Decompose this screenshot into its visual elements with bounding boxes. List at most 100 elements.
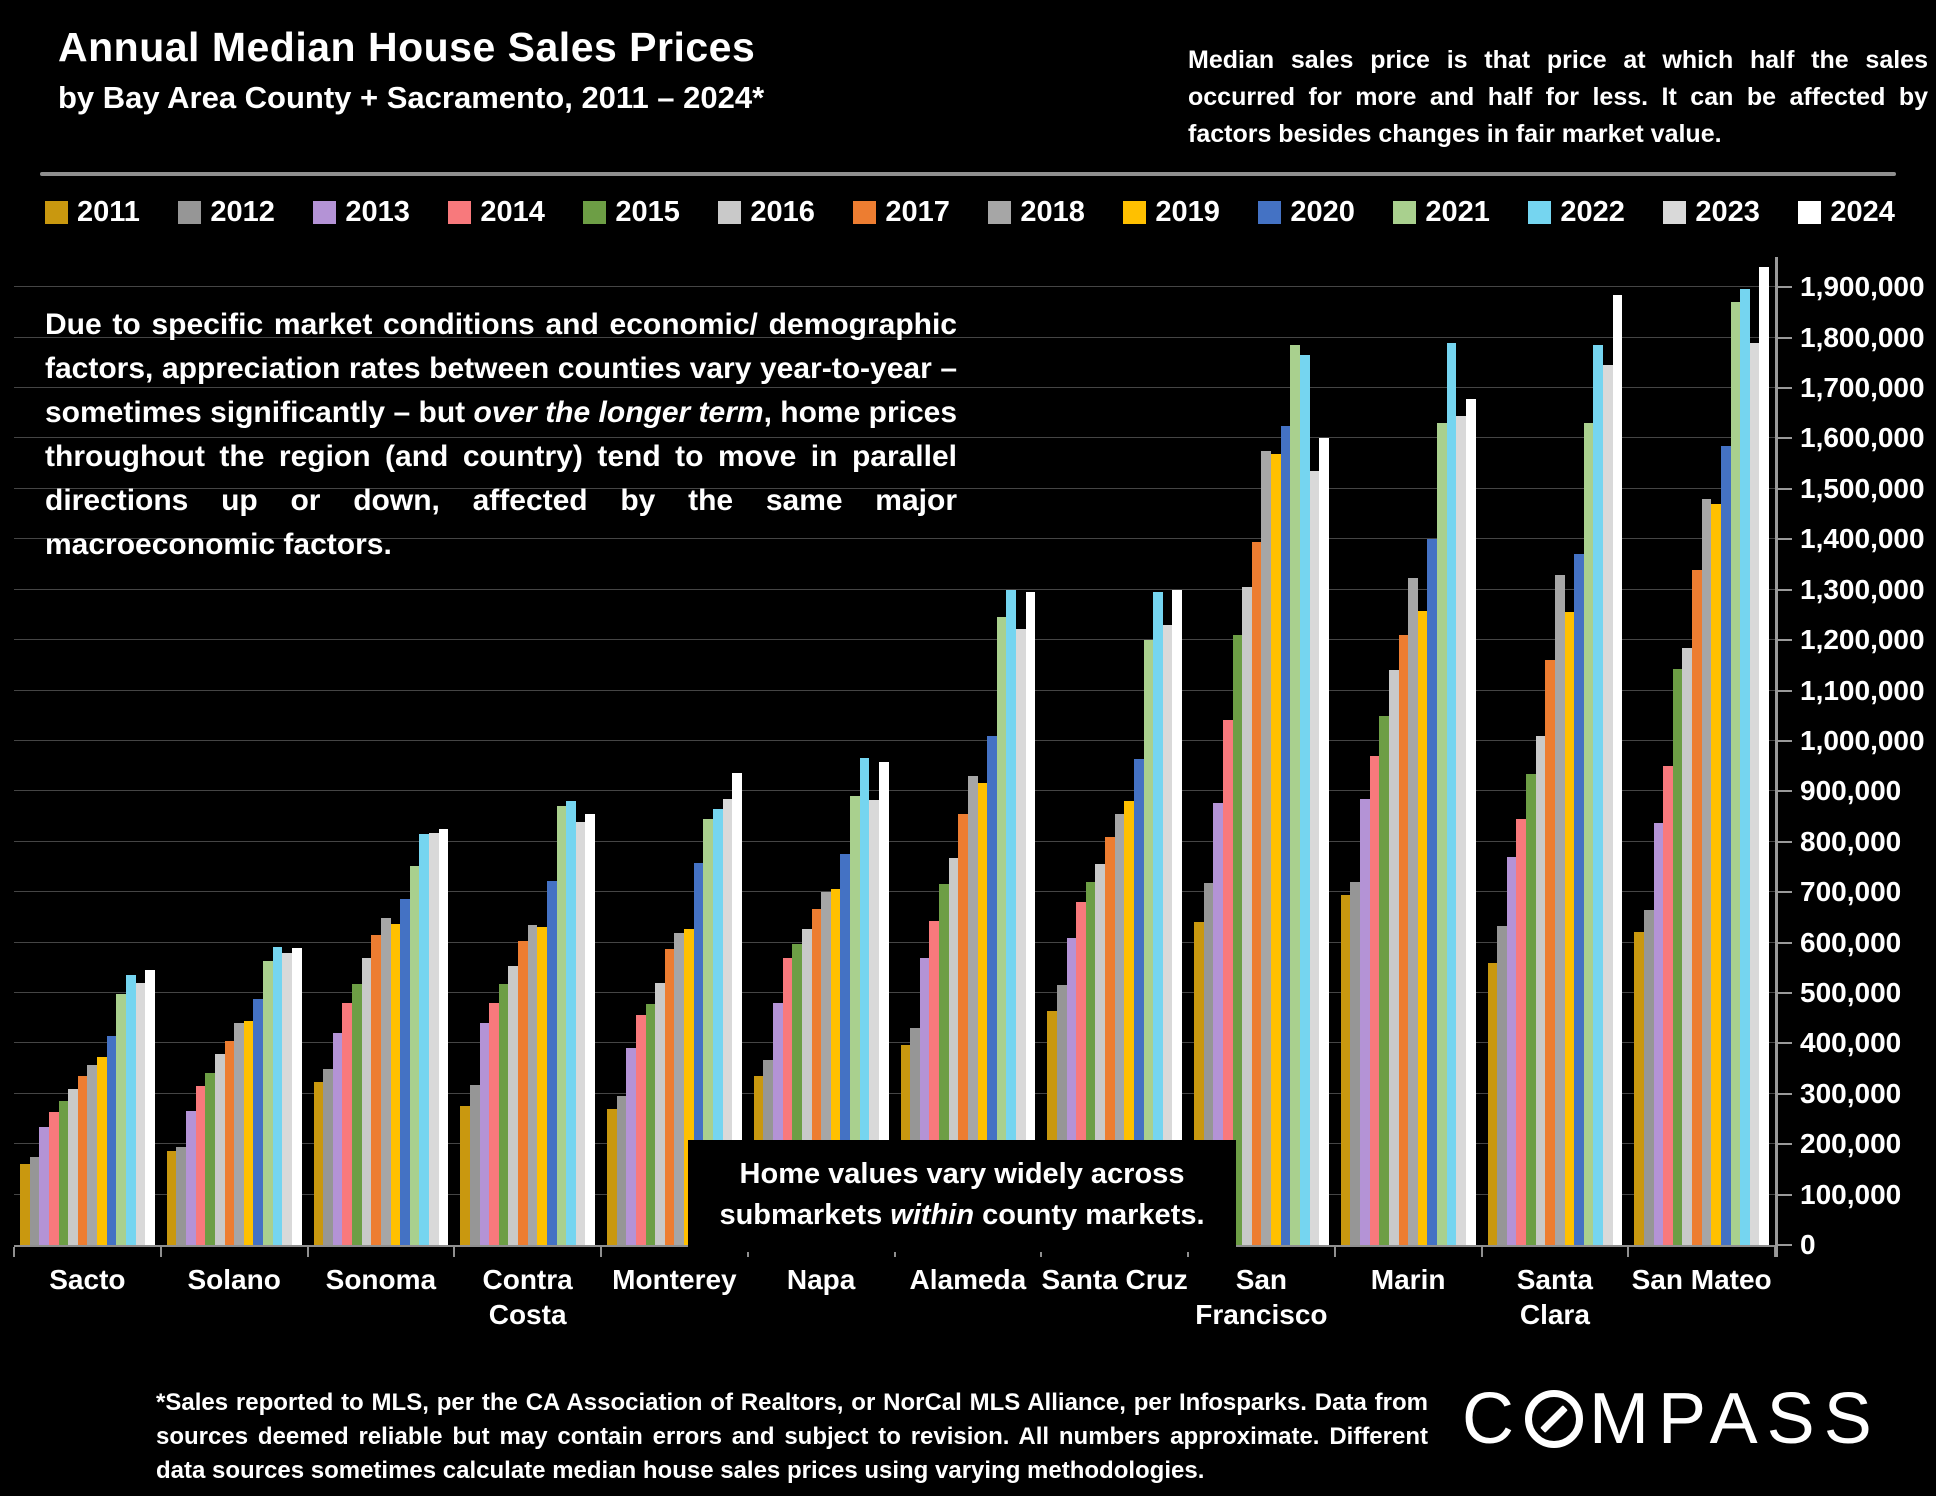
legend-label-2023: 2023 — [1695, 196, 1760, 228]
legend-label-2022: 2022 — [1560, 196, 1625, 228]
x-axis-label-napa: Napa — [786, 1264, 856, 1295]
bar-santa-cruz-2020 — [1133, 758, 1144, 1245]
gridline-400000 — [14, 1042, 1775, 1044]
bar-santa-cruz-2013 — [1066, 937, 1077, 1245]
y-axis-tick — [1778, 1193, 1792, 1196]
bar-marin-2023 — [1456, 415, 1466, 1245]
bar-marin-2014 — [1369, 756, 1380, 1245]
bar-santa-cruz-2017 — [1105, 836, 1115, 1245]
bar-contra-costa-2019 — [537, 927, 547, 1245]
y-axis-label-1100000: 1,100,000 — [1800, 674, 1925, 706]
bar-sonoma-2016 — [361, 958, 372, 1245]
bar-alameda-2022 — [1006, 589, 1016, 1245]
legend-label-2019: 2019 — [1155, 196, 1220, 228]
bar-sacto-2014 — [48, 1112, 59, 1245]
gridline-1700000 — [14, 387, 1775, 389]
bar-solano-2020 — [253, 999, 263, 1245]
x-axis-label-san-francisco: San Francisco — [1195, 1264, 1328, 1330]
y-axis-label-1500000: 1,500,000 — [1800, 472, 1925, 504]
bar-contra-costa-2013 — [479, 1023, 490, 1245]
x-axis-tick — [1333, 1247, 1336, 1257]
header-divider — [40, 172, 1896, 176]
bar-contra-costa-2016 — [508, 966, 518, 1245]
bar-solano-2024 — [291, 947, 302, 1245]
median-definition-note: Median sales price is that price at whic… — [1188, 46, 1928, 148]
bar-santa-cruz-2014 — [1076, 902, 1086, 1245]
legend-label-2015: 2015 — [615, 196, 680, 228]
bar-sonoma-2012 — [323, 1068, 333, 1245]
commentary-italic: over the longer term — [473, 396, 764, 429]
gridline-500000 — [14, 991, 1775, 993]
bar-marin-2015 — [1379, 715, 1389, 1245]
bar-sacto-2017 — [77, 1076, 88, 1245]
y-axis-tick — [1778, 941, 1792, 944]
bar-contra-costa-2021 — [556, 806, 567, 1245]
legend-label-2020: 2020 — [1290, 196, 1355, 228]
bar-monterey-2016 — [655, 983, 665, 1245]
bar-santa-clara-2024 — [1612, 294, 1623, 1245]
y-axis-tick — [1778, 1092, 1792, 1095]
x-axis-tick — [306, 1247, 309, 1257]
bar-san-mateo-2013 — [1653, 822, 1664, 1245]
legend-label-2016: 2016 — [750, 196, 815, 228]
bar-napa-2016 — [801, 929, 812, 1245]
bar-sacto-2015 — [58, 1101, 69, 1245]
x-axis-label-santa-cruz: Santa Cruz — [1041, 1264, 1188, 1295]
bar-napa-2014 — [782, 958, 793, 1245]
bar-sonoma-2017 — [371, 935, 381, 1245]
legend-swatch-icon-2016 — [718, 201, 742, 224]
gridline-800000 — [14, 840, 1775, 842]
bar-santa-cruz-2019 — [1124, 801, 1134, 1245]
bar-marin-2022 — [1446, 342, 1457, 1245]
bar-napa-2013 — [773, 1003, 783, 1245]
chart-legend: 2011 2012 2013 2014 2015 2016 2017 2018 2019 2020… — [45, 196, 1895, 229]
bar-contra-costa-2018 — [527, 924, 538, 1245]
bar-san-mateo-2012 — [1643, 909, 1654, 1245]
bar-contra-costa-2024 — [585, 814, 595, 1245]
x-axis-label-monterey: Monterey — [612, 1264, 737, 1295]
bar-marin-2020 — [1427, 539, 1437, 1245]
bar-group-contra-costa — [454, 257, 601, 1245]
bar-contra-costa-2012 — [469, 1085, 480, 1245]
y-axis-tick — [1778, 689, 1792, 692]
x-axis-tick — [1627, 1247, 1630, 1257]
bar-san-mateo-2011 — [1634, 932, 1644, 1245]
bar-solano-2017 — [224, 1040, 235, 1245]
y-axis-label-1600000: 1,600,000 — [1800, 422, 1925, 454]
bar-group-santa-clara — [1482, 257, 1629, 1245]
bar-sonoma-2023 — [429, 832, 439, 1245]
bar-santa-clara-2012 — [1497, 926, 1507, 1245]
bar-alameda-2016 — [948, 857, 959, 1245]
x-axis-tick — [1040, 1247, 1043, 1257]
bar-monterey-2013 — [626, 1048, 636, 1245]
y-axis-tick — [1778, 1143, 1792, 1146]
y-axis-label-1900000: 1,900,000 — [1800, 271, 1925, 303]
gridline-1300000 — [14, 588, 1775, 590]
bar-solano-2021 — [263, 961, 273, 1245]
bar-marin-2013 — [1360, 798, 1370, 1245]
bar-sonoma-2015 — [352, 983, 362, 1245]
bar-monterey-2021 — [703, 818, 713, 1245]
bar-san-mateo-2021 — [1730, 302, 1741, 1245]
bar-sacto-2019 — [97, 1057, 107, 1245]
page-subtitle: by Bay Area County + Sacramento, 2011 – … — [58, 80, 765, 115]
bar-monterey-2024 — [732, 772, 742, 1245]
legend-swatch-icon-2011 — [45, 201, 68, 224]
legend-item-2019: 2019 — [1123, 196, 1220, 229]
bar-alameda-2017 — [958, 814, 968, 1245]
x-axis-tick — [746, 1247, 749, 1257]
bar-sonoma-2020 — [400, 898, 410, 1245]
y-axis-label-800000: 800,000 — [1800, 825, 1902, 857]
legend-swatch-icon-2018 — [988, 201, 1012, 224]
bar-santa-cruz-2022 — [1153, 592, 1163, 1245]
bar-alameda-2018 — [967, 776, 978, 1245]
bar-santa-clara-2013 — [1506, 856, 1517, 1245]
bar-alameda-2012 — [910, 1028, 920, 1245]
legend-swatch-icon-2014 — [448, 201, 472, 224]
legend-item-2015: 2015 — [583, 196, 680, 229]
y-axis-tick — [1778, 991, 1792, 994]
bar-san-mateo-2017 — [1692, 569, 1702, 1245]
bar-sacto-2022 — [125, 975, 136, 1245]
y-axis-tick — [1778, 1042, 1792, 1045]
bar-monterey-2020 — [693, 863, 704, 1245]
